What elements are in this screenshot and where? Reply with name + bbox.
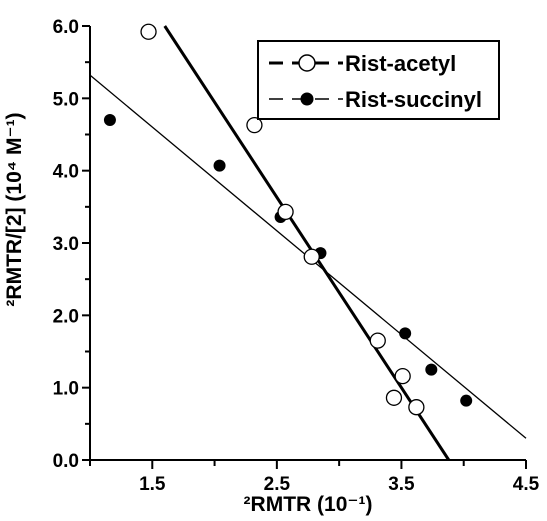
rist-succinyl-point [399, 327, 412, 340]
rist-acetyl-point [277, 203, 294, 221]
legend-item-rist-succinyl: Rist-succinyl [259, 84, 498, 114]
legend-marker-open-circle-icon [269, 54, 343, 72]
rist-acetyl-point [385, 389, 403, 406]
rist-acetyl-point [140, 23, 157, 40]
rist-acetyl-point [369, 332, 386, 349]
legend: Rist-acetyl Rist-succinyl [257, 40, 500, 120]
y-tick-label: 6.0 [53, 17, 79, 38]
rist-acetyl-point [408, 399, 425, 416]
rist-succinyl-point [103, 114, 116, 127]
legend-label: Rist-succinyl [345, 87, 482, 112]
x-tick-label: 2.5 [264, 474, 291, 495]
x-tick-label: 3.5 [388, 474, 415, 495]
legend-marker-filled-circle-icon [269, 92, 343, 106]
y-tick-label: 1.0 [53, 379, 79, 400]
tick-labels: 0.0 1.0 2.0 3.0 4.0 5.0 6.0 1.5 2.5 3.5 4.5 [53, 17, 540, 495]
legend-item-rist-acetyl: Rist-acetyl [259, 48, 498, 78]
axes [82, 25, 527, 469]
y-tick-label: 4.0 [53, 162, 79, 183]
y-tick-label: 2.0 [53, 306, 79, 327]
rist-acetyl-point [303, 248, 320, 265]
rist-succinyl-point [213, 159, 226, 172]
x-axis-label: ²RMTR (10⁻¹) [243, 493, 373, 516]
y-tick-label: 0.0 [53, 451, 79, 472]
rist-acetyl-point [394, 367, 411, 385]
x-tick-label: 1.5 [139, 474, 166, 495]
legend-label: Rist-acetyl [345, 51, 457, 76]
y-tick-label: 3.0 [53, 234, 79, 255]
rist-acetyl-point [246, 116, 263, 134]
rist-succinyl-point [425, 363, 438, 376]
y-tick-label: 5.0 [53, 89, 79, 110]
data-points [103, 23, 473, 416]
y-axis-label: ²RMTR/[2] (10⁴ M⁻¹) [3, 112, 26, 307]
rist-succinyl-point [460, 394, 473, 407]
rist-acetyl-fit-line [163, 25, 451, 461]
x-tick-label: 4.5 [513, 474, 540, 495]
